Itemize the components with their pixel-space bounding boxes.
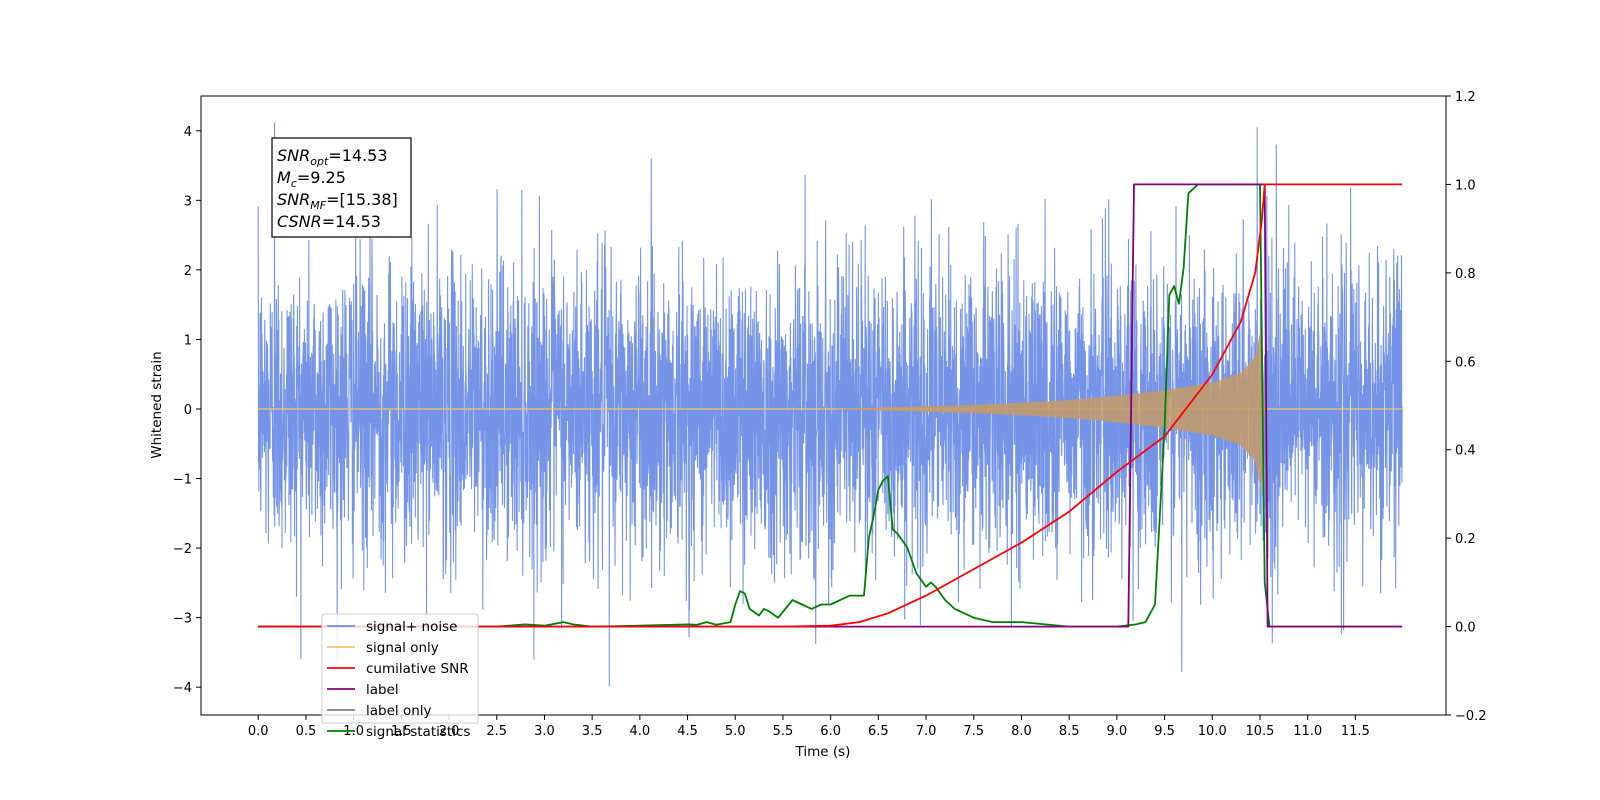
x-tick-label: 4.5: [677, 724, 698, 739]
y-left-tick-label: 1: [184, 333, 192, 348]
x-tick-label: 10.0: [1198, 724, 1227, 739]
x-tick-label: 5.5: [773, 724, 794, 739]
y-axis-right: −0.2 0.0 0.2 0.4 0.6 0.8 1.0 1.2: [1446, 90, 1487, 724]
annotation-symbol: M: [277, 168, 291, 187]
x-tick-label: 0.0: [248, 724, 269, 739]
y-right-tick-label: 0.8: [1455, 267, 1476, 282]
annotation-subscript: opt: [310, 155, 329, 168]
x-tick-label: 0.5: [296, 724, 317, 739]
annotation-value: =14.53: [328, 146, 387, 165]
legend-label: signal+ noise: [366, 619, 457, 635]
x-tick-label: 8.5: [1059, 724, 1080, 739]
x-tick-label: 6.0: [820, 724, 841, 739]
series-signal-only: [830, 327, 1265, 491]
y-left-tick-label: 2: [184, 264, 192, 279]
y-axis-left: −4 −3 −2 −1 0 1 2 3 4: [173, 125, 201, 696]
y-right-tick-label: 1.2: [1455, 90, 1476, 105]
x-tick-label: 5.0: [725, 724, 746, 739]
x-axis: 0.0 0.5 1.0 1.5 2.0 2.5 3.0 3.5 4.0 4.5 5.0 5.5 6.0 6…: [248, 715, 1370, 739]
x-tick-label: 9.5: [1154, 724, 1175, 739]
x-axis-label: Time (s): [795, 744, 851, 760]
x-tick-label: 8.0: [1011, 724, 1032, 739]
legend-label: label only: [366, 703, 432, 719]
x-tick-label: 2.0: [439, 724, 460, 739]
annotation-value: =9.25: [297, 168, 346, 187]
legend: signal+ noise signal only cumilative SNR la…: [321, 613, 479, 740]
y-right-tick-label: 1.0: [1455, 178, 1476, 193]
annotation-value: =[15.38]: [326, 190, 398, 209]
annotation-symbol: SNR: [277, 190, 310, 209]
y-left-tick-label: 3: [184, 194, 192, 209]
series-layer: [257, 122, 1403, 686]
y-left-tick-label: −3: [173, 612, 192, 627]
plot-frame: [200, 95, 1447, 716]
annotation-line: Mc=9.25: [277, 168, 346, 190]
series-signal-noise: [257, 122, 1403, 686]
x-tick-label: 9.0: [1107, 724, 1128, 739]
y-right-tick-label: 0.4: [1455, 444, 1476, 459]
x-tick-label: 7.0: [916, 724, 937, 739]
x-tick-label: 1.5: [391, 724, 412, 739]
annotation-line: CSNR=14.53: [277, 212, 381, 231]
annotation-line: SNRMF=[15.38]: [277, 190, 398, 212]
x-tick-label: 11.0: [1293, 724, 1322, 739]
series-signal-statistics: [258, 183, 1403, 628]
legend-frame: [321, 613, 479, 724]
x-tick-label: 3.0: [534, 724, 555, 739]
annotation-subscript: c: [291, 177, 297, 190]
y-left-tick-label: 4: [184, 125, 192, 140]
annotation-line: SNRopt=14.53: [277, 146, 388, 168]
annotation-symbol: SNR: [277, 146, 310, 165]
legend-label: label: [366, 682, 399, 698]
x-tick-label: 4.0: [630, 724, 651, 739]
y-right-tick-label: 0.6: [1455, 355, 1476, 370]
y-left-tick-label: −4: [173, 681, 192, 696]
stats-annotation: SNRopt=14.53Mc=9.25SNRMF=[15.38]CSNR=14.…: [271, 137, 412, 238]
series-label: [258, 183, 1403, 628]
legend-label: signal statistics: [366, 724, 470, 740]
y-right-tick-label: −0.2: [1455, 709, 1487, 724]
legend-label: cumilative SNR: [366, 661, 469, 677]
x-tick-label: 2.5: [486, 724, 507, 739]
series-cumilative-snr: [258, 183, 1403, 628]
annotation-frame: [271, 137, 412, 238]
annotation-value: =14.53: [322, 212, 381, 231]
x-tick-label: 3.5: [582, 724, 603, 739]
annotation-subscript: MF: [310, 199, 326, 212]
x-tick-label: 11.5: [1341, 724, 1370, 739]
legend-label: signal only: [366, 640, 439, 656]
y-right-tick-label: 0.2: [1455, 532, 1476, 547]
x-tick-label: 10.5: [1245, 724, 1274, 739]
annotation-symbol: CSNR: [277, 212, 322, 231]
y-left-tick-label: −1: [173, 473, 192, 488]
x-tick-label: 7.5: [963, 724, 984, 739]
x-tick-label: 6.5: [868, 724, 889, 739]
y-right-tick-label: 0.0: [1455, 621, 1476, 636]
y-left-tick-label: 0: [184, 403, 192, 418]
y-left-tick-label: −2: [173, 542, 192, 557]
y-axis-label: Whitened strain: [149, 351, 165, 458]
